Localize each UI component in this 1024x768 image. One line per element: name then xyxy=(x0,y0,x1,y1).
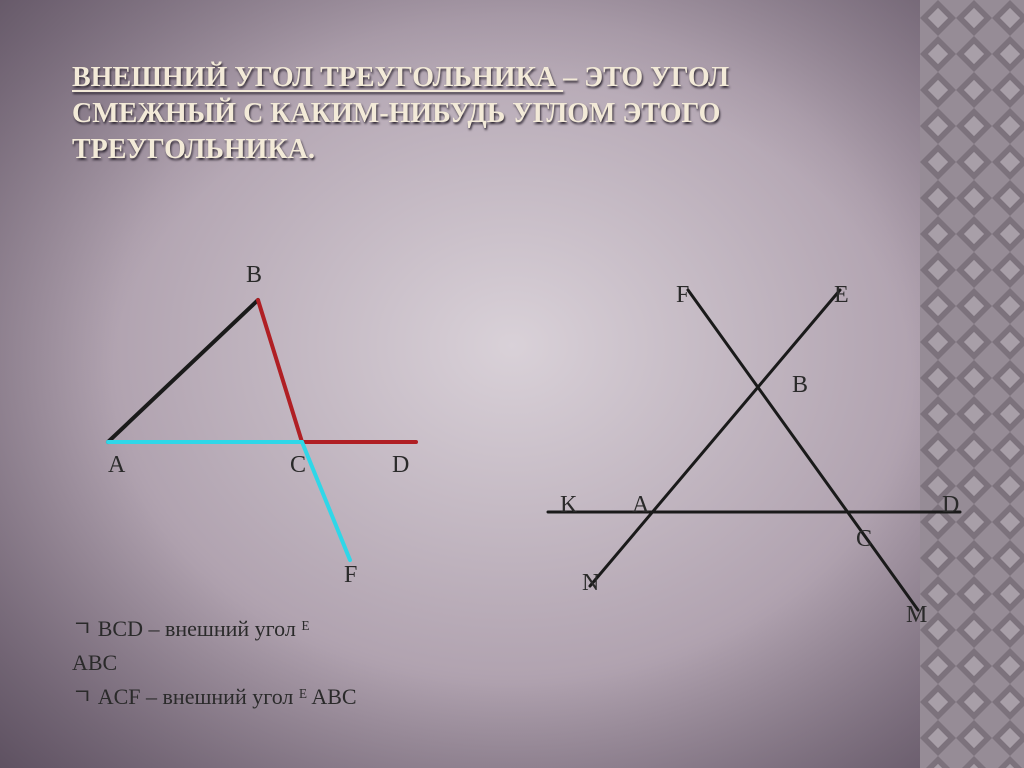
right-label-F: F xyxy=(676,282,689,309)
title-span: – ЭТО УГОЛ xyxy=(563,62,729,93)
slide-root: ВНЕШНИЙ УГОЛ ТРЕУГОЛЬНИКА – ЭТО УГОЛСМЕЖ… xyxy=(0,0,1024,768)
footer-line: ABC xyxy=(72,646,357,680)
right-label-N: N xyxy=(582,570,599,597)
left-label-B: B xyxy=(246,262,262,289)
right-label-C: C xyxy=(856,526,872,553)
title-line: ТРЕУГОЛЬНИКА. xyxy=(72,132,729,168)
title-span: ТРЕУГОЛЬНИКА. xyxy=(72,134,315,165)
title-line: СМЕЖНЫЙ С КАКИМ-НИБУДЬ УГЛОМ ЭТОГО xyxy=(72,96,729,132)
title-span: ВНЕШНИЙ УГОЛ ТРЕУГОЛЬНИКА xyxy=(72,62,563,93)
right-label-A: A xyxy=(632,492,649,519)
angle-glyph: ᴱ xyxy=(301,616,309,641)
footer-span: ABC xyxy=(72,650,117,675)
title-span: СМЕЖНЫЙ С КАКИМ-НИБУДЬ УГЛОМ ЭТОГО xyxy=(72,98,720,129)
right-label-D: D xyxy=(942,492,959,519)
footer-text: ㄱ BCD – внешний угол ᴱ ABCㄱ ACF – внешни… xyxy=(72,612,357,714)
footer-line: ㄱ BCD – внешний угол ᴱ xyxy=(72,612,357,646)
right-label-K: K xyxy=(560,492,577,519)
footer-line: ㄱ ACF – внешний угол ᴱ ABC xyxy=(72,680,357,714)
right-label-E: E xyxy=(834,282,849,309)
left-label-F: F xyxy=(344,562,357,589)
angle-glyph: ᴱ xyxy=(299,684,311,709)
title-line: ВНЕШНИЙ УГОЛ ТРЕУГОЛЬНИКА – ЭТО УГОЛ xyxy=(72,60,729,96)
left-label-D: D xyxy=(392,452,409,479)
angle-glyph: ㄱ xyxy=(72,684,98,709)
footer-span: BCD – внешний угол xyxy=(98,616,302,641)
right-label-B: B xyxy=(792,372,808,399)
right-label-M: M xyxy=(906,602,927,629)
angle-glyph: ㄱ xyxy=(72,616,98,641)
left-label-C: C xyxy=(290,452,306,479)
right-pattern-strip xyxy=(920,0,1024,768)
footer-span: ABC xyxy=(311,684,356,709)
slide-title: ВНЕШНИЙ УГОЛ ТРЕУГОЛЬНИКА – ЭТО УГОЛСМЕЖ… xyxy=(72,60,729,168)
footer-span: ACF – внешний угол xyxy=(98,684,299,709)
left-label-A: A xyxy=(108,452,125,479)
